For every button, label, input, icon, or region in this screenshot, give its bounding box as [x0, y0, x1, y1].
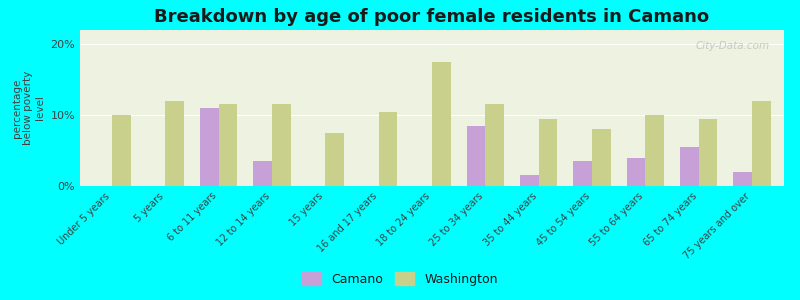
Bar	[752, 101, 770, 186]
Bar	[112, 115, 130, 186]
Bar	[200, 108, 218, 186]
Bar	[734, 172, 752, 186]
Bar	[574, 161, 592, 186]
Bar	[646, 115, 664, 186]
Text: City-Data.com: City-Data.com	[696, 41, 770, 51]
Bar	[520, 176, 538, 186]
Bar	[538, 118, 558, 186]
Bar	[254, 161, 272, 186]
Bar	[592, 129, 610, 186]
Bar	[378, 112, 398, 186]
Bar	[698, 118, 718, 186]
Bar	[218, 104, 238, 186]
Title: Breakdown by age of poor female residents in Camano: Breakdown by age of poor female resident…	[154, 8, 710, 26]
Bar	[432, 62, 450, 186]
Bar	[486, 104, 504, 186]
Legend: Camano, Washington: Camano, Washington	[298, 267, 502, 291]
Bar	[326, 133, 344, 186]
Y-axis label: percentage
below poverty
level: percentage below poverty level	[12, 71, 45, 145]
Bar	[466, 126, 486, 186]
Bar	[166, 101, 184, 186]
Bar	[626, 158, 646, 186]
Bar	[272, 104, 290, 186]
Bar	[680, 147, 698, 186]
